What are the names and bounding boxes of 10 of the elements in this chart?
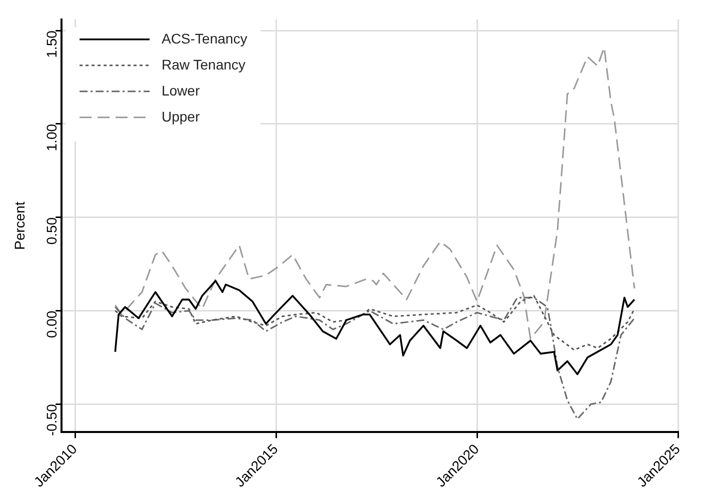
- y-tick-label: 1.50: [43, 30, 60, 58]
- legend-label: Lower: [162, 82, 200, 98]
- legend-label: Upper: [162, 108, 200, 124]
- y-axis-title: Percent: [11, 202, 28, 250]
- y-tick-label: 0.50: [43, 217, 60, 245]
- y-tick-label: -0.50: [43, 404, 60, 436]
- legend-label: Raw Tenancy: [162, 56, 246, 72]
- legend-label: ACS-Tenancy: [162, 30, 248, 46]
- y-tick-label: 0.00: [43, 310, 60, 338]
- y-tick-label: 1.00: [43, 124, 60, 152]
